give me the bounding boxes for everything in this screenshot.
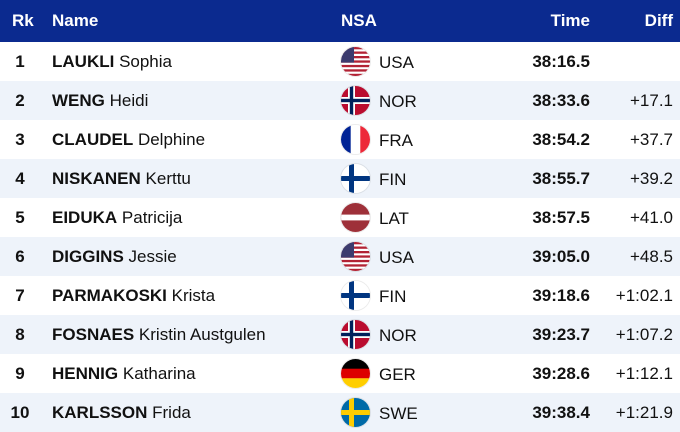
- last-name: CLAUDEL: [52, 130, 134, 149]
- nor-flag-icon: [341, 86, 370, 115]
- first-name: Frida: [152, 403, 191, 422]
- last-name: NISKANEN: [52, 169, 141, 188]
- nsa-code: SWE: [379, 404, 418, 423]
- nsa-code: FRA: [379, 131, 413, 150]
- first-name: Katharina: [122, 364, 196, 383]
- lat-flag-icon: [341, 203, 370, 232]
- time-cell: 38:57.5: [532, 208, 590, 227]
- time-cell: 39:23.7: [532, 325, 590, 344]
- table-row[interactable]: 1 LAUKLI Sophia USA 38:16.5: [0, 42, 680, 81]
- first-name: Kristin Austgulen: [138, 325, 266, 344]
- athlete-name[interactable]: WENG Heidi: [52, 91, 148, 111]
- last-name: FOSNAES: [52, 325, 135, 344]
- athlete-name[interactable]: PARMAKOSKI Krista: [52, 286, 215, 306]
- nsa-code: GER: [379, 365, 416, 384]
- rank-cell: 10: [10, 403, 30, 422]
- table-row[interactable]: 4 NISKANEN Kerttu FIN 38:55.7 +39.2: [0, 159, 680, 198]
- athlete-name[interactable]: KARLSSON Frida: [52, 403, 191, 423]
- nsa-column-header[interactable]: NSA: [341, 11, 377, 30]
- nsa-code: NOR: [379, 92, 417, 111]
- rank-column-header[interactable]: Rk: [12, 11, 34, 30]
- time-cell: 39:28.6: [532, 364, 590, 383]
- last-name: KARLSSON: [52, 403, 148, 422]
- diff-cell: +39.2: [629, 169, 673, 188]
- athlete-name[interactable]: EIDUKA Patricija: [52, 208, 182, 228]
- swe-flag-icon: [341, 398, 370, 427]
- diff-cell: +1:02.1: [615, 286, 673, 305]
- diff-cell: +17.1: [629, 91, 673, 110]
- athlete-name[interactable]: DIGGINS Jessie: [52, 247, 177, 267]
- time-cell: 38:33.6: [532, 91, 590, 110]
- last-name: EIDUKA: [52, 208, 118, 227]
- table-row[interactable]: 6 DIGGINS Jessie USA 39:05.0 +48.5: [0, 237, 680, 276]
- nsa-code: LAT: [379, 209, 409, 228]
- diff-column-header[interactable]: Diff: [644, 11, 673, 30]
- last-name: HENNIG: [52, 364, 119, 383]
- athlete-name[interactable]: LAUKLI Sophia: [52, 52, 172, 72]
- diff-cell: +37.7: [629, 130, 673, 149]
- rank-cell: 7: [15, 286, 25, 305]
- last-name: WENG: [52, 91, 105, 110]
- time-cell: 39:05.0: [532, 247, 590, 266]
- usa-flag-icon: [341, 242, 370, 271]
- time-cell: 39:38.4: [532, 403, 590, 422]
- usa-flag-icon: [341, 47, 370, 76]
- first-name: Delphine: [137, 130, 206, 149]
- diff-cell: +41.0: [629, 208, 673, 227]
- table-row[interactable]: 7 PARMAKOSKI Krista FIN 39:18.6 +1:02.1: [0, 276, 680, 315]
- diff-cell: +1:12.1: [615, 364, 673, 383]
- fin-flag-icon: [341, 281, 370, 310]
- diff-cell: +48.5: [629, 247, 673, 266]
- diff-cell: +1:07.2: [615, 325, 673, 344]
- first-name: Heidi: [109, 91, 149, 110]
- table-row[interactable]: 8 FOSNAES Kristin Austgulen NOR 39:23.7 …: [0, 315, 680, 354]
- rank-cell: 4: [15, 169, 25, 188]
- first-name: Jessie: [128, 247, 177, 266]
- athlete-name[interactable]: FOSNAES Kristin Austgulen: [52, 325, 266, 345]
- time-cell: 38:54.2: [532, 130, 590, 149]
- last-name: PARMAKOSKI: [52, 286, 167, 305]
- first-name: Sophia: [119, 52, 172, 71]
- time-cell: 38:55.7: [532, 169, 590, 188]
- nsa-code: FIN: [379, 170, 407, 189]
- table-header: Rk Name NSA Time Diff: [0, 0, 680, 42]
- first-name: Krista: [171, 286, 216, 305]
- ger-flag-icon: [341, 359, 370, 388]
- athlete-name[interactable]: CLAUDEL Delphine: [52, 130, 205, 150]
- time-cell: 38:16.5: [532, 52, 590, 71]
- first-name: Kerttu: [145, 169, 191, 188]
- rank-cell: 6: [15, 247, 25, 266]
- first-name: Patricija: [121, 208, 183, 227]
- name-column-header[interactable]: Name: [52, 11, 99, 30]
- rank-cell: 8: [15, 325, 25, 344]
- table-row[interactable]: 9 HENNIG Katharina GER 39:28.6 +1:12.1: [0, 354, 680, 393]
- fin-flag-icon: [341, 164, 370, 193]
- table-row[interactable]: 2 WENG Heidi NOR 38:33.6 +17.1: [0, 81, 680, 120]
- nsa-code: NOR: [379, 326, 417, 345]
- table-row[interactable]: 3 CLAUDEL Delphine FRA 38:54.2 +37.7: [0, 120, 680, 159]
- diff-cell: +1:21.9: [615, 403, 673, 422]
- last-name: DIGGINS: [52, 247, 124, 266]
- rank-cell: 9: [15, 364, 25, 383]
- table-row[interactable]: 5 EIDUKA Patricija LAT 38:57.5 +41.0: [0, 198, 680, 237]
- table-row[interactable]: 10 KARLSSON Frida SWE 39:38.4 +1:21.9: [0, 393, 680, 432]
- athlete-name[interactable]: HENNIG Katharina: [52, 364, 196, 384]
- fra-flag-icon: [341, 125, 370, 154]
- nsa-code: USA: [379, 248, 414, 267]
- rank-cell: 3: [15, 130, 25, 149]
- time-column-header[interactable]: Time: [550, 11, 590, 30]
- nsa-code: USA: [379, 53, 414, 72]
- athlete-name[interactable]: NISKANEN Kerttu: [52, 169, 191, 189]
- time-cell: 39:18.6: [532, 286, 590, 305]
- nsa-code: FIN: [379, 287, 407, 306]
- nor-flag-icon: [341, 320, 370, 349]
- rank-cell: 5: [15, 208, 25, 227]
- rank-cell: 1: [15, 52, 25, 71]
- last-name: LAUKLI: [52, 52, 115, 71]
- rank-cell: 2: [15, 91, 25, 110]
